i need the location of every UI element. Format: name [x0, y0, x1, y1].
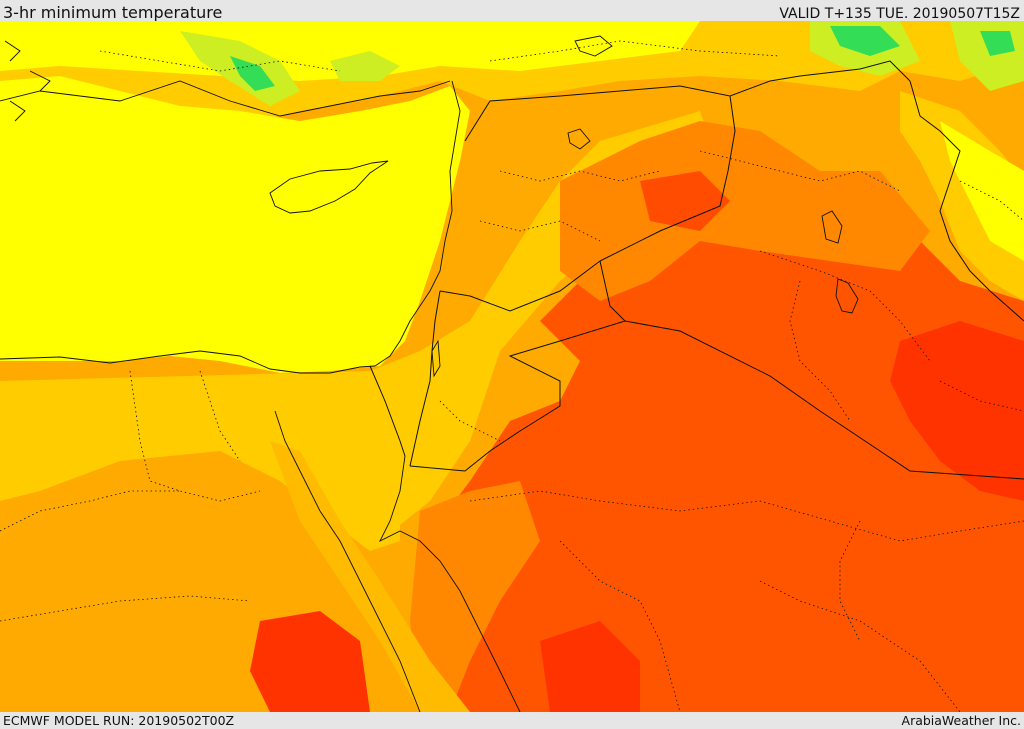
shade-zagros — [900, 91, 1024, 301]
iraq-lake-1 — [821, 210, 843, 244]
dead-sea — [431, 339, 441, 378]
prov-levant-1 — [439, 400, 501, 442]
shade-red-orange-east — [420, 171, 1024, 712]
valid-time-label: VALID T+135 TUE. 20190507T15Z — [779, 6, 1020, 22]
prov-gulf-1 — [939, 380, 1024, 412]
shade-turkey-yellow — [0, 21, 700, 81]
prov-turkey-2 — [99, 50, 341, 72]
country-borders — [369, 60, 1024, 480]
temperature-map[interactable] — [0, 21, 1024, 712]
border-egypt-israel — [369, 365, 406, 457]
border-jordan-iraq-saudi — [409, 260, 626, 472]
lake-van — [574, 35, 613, 57]
prov-iraq-3 — [789, 280, 851, 422]
prov-turkey-1 — [489, 40, 781, 62]
province-borders — [0, 40, 1024, 712]
cyprus-outline — [269, 160, 389, 214]
egypt-coast — [0, 350, 376, 374]
credit-label: ArabiaWeather Inc. — [901, 713, 1021, 728]
red-sea-east-coast — [378, 455, 521, 712]
border-saudi-iraq — [624, 320, 1024, 480]
prov-iran-1 — [959, 180, 1024, 222]
shade-green-central-turkey — [330, 51, 400, 81]
shade-green-ne-core — [980, 31, 1015, 56]
map-title: 3-hr minimum temperature — [3, 3, 223, 22]
border-syria-iraq — [599, 95, 736, 262]
prov-arabia-1 — [469, 490, 1024, 542]
shade-red-gulf — [890, 321, 1024, 501]
shade-zagros-yellow — [940, 121, 1024, 261]
shade-red-central — [640, 171, 730, 231]
assad-lake — [567, 128, 591, 150]
shade-red-sea — [270, 441, 470, 712]
shade-mediterranean — [0, 76, 470, 373]
shade-dark-orange-iraq — [560, 121, 930, 301]
prov-egypt-1 — [129, 370, 261, 502]
prov-syria-2 — [479, 220, 601, 242]
header-bar: 3-hr minimum temperature VALID T+135 TUE… — [0, 0, 1024, 22]
turkey-south-coast — [0, 80, 451, 117]
coastlines — [0, 35, 859, 712]
prov-iraq-1 — [759, 250, 931, 362]
shade-light-orange-west — [0, 111, 720, 541]
prov-egypt-4 — [199, 370, 241, 462]
prov-egypt-3 — [0, 595, 251, 622]
prov-syria-1 — [499, 170, 661, 182]
border-iraq-iran — [909, 80, 1024, 322]
border-jordan-west — [409, 290, 441, 467]
shade-red-hejaz — [540, 621, 640, 712]
aegean-islands — [4, 40, 51, 122]
temperature-shading — [0, 21, 1024, 712]
model-run-label: ECMWF MODEL RUN: 20190502T00Z — [3, 713, 235, 728]
prov-iraq-2 — [699, 150, 901, 192]
shade-green-east-turkey-core — [830, 26, 900, 56]
iraq-lake-2 — [835, 278, 859, 314]
footer-bar: ECMWF MODEL RUN: 20190502T00Z ArabiaWeat… — [0, 712, 1024, 729]
shade-red-south-egypt — [250, 611, 370, 712]
shade-dark-orange-arabia — [410, 481, 540, 712]
red-sea-west-coast — [274, 410, 421, 712]
prov-egypt-2 — [0, 490, 180, 532]
border-syria-jordan — [439, 260, 601, 312]
shade-green-west-turkey-core — [230, 56, 275, 91]
levant-coast — [374, 80, 461, 367]
